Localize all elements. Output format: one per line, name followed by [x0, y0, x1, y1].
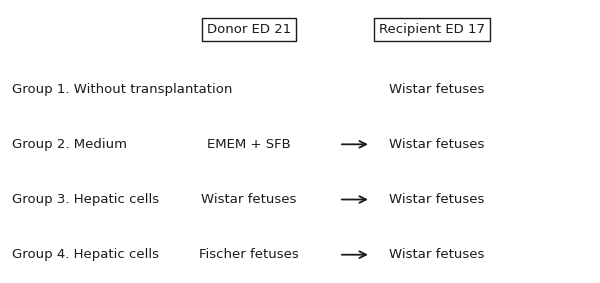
Text: Group 1. Without transplantation: Group 1. Without transplantation [12, 83, 232, 96]
Text: Wistar fetuses: Wistar fetuses [389, 138, 484, 151]
Text: Group 3. Hepatic cells: Group 3. Hepatic cells [12, 193, 159, 206]
Text: Group 2. Medium: Group 2. Medium [12, 138, 127, 151]
Text: Wistar fetuses: Wistar fetuses [389, 248, 484, 261]
Text: EMEM + SFB: EMEM + SFB [207, 138, 291, 151]
Text: Wistar fetuses: Wistar fetuses [202, 193, 296, 206]
Text: Wistar fetuses: Wistar fetuses [389, 193, 484, 206]
Text: Group 4. Hepatic cells: Group 4. Hepatic cells [12, 248, 159, 261]
Text: Fischer fetuses: Fischer fetuses [199, 248, 299, 261]
Text: Recipient ED 17: Recipient ED 17 [379, 23, 485, 36]
Text: Wistar fetuses: Wistar fetuses [389, 83, 484, 96]
Text: Donor ED 21: Donor ED 21 [207, 23, 291, 36]
